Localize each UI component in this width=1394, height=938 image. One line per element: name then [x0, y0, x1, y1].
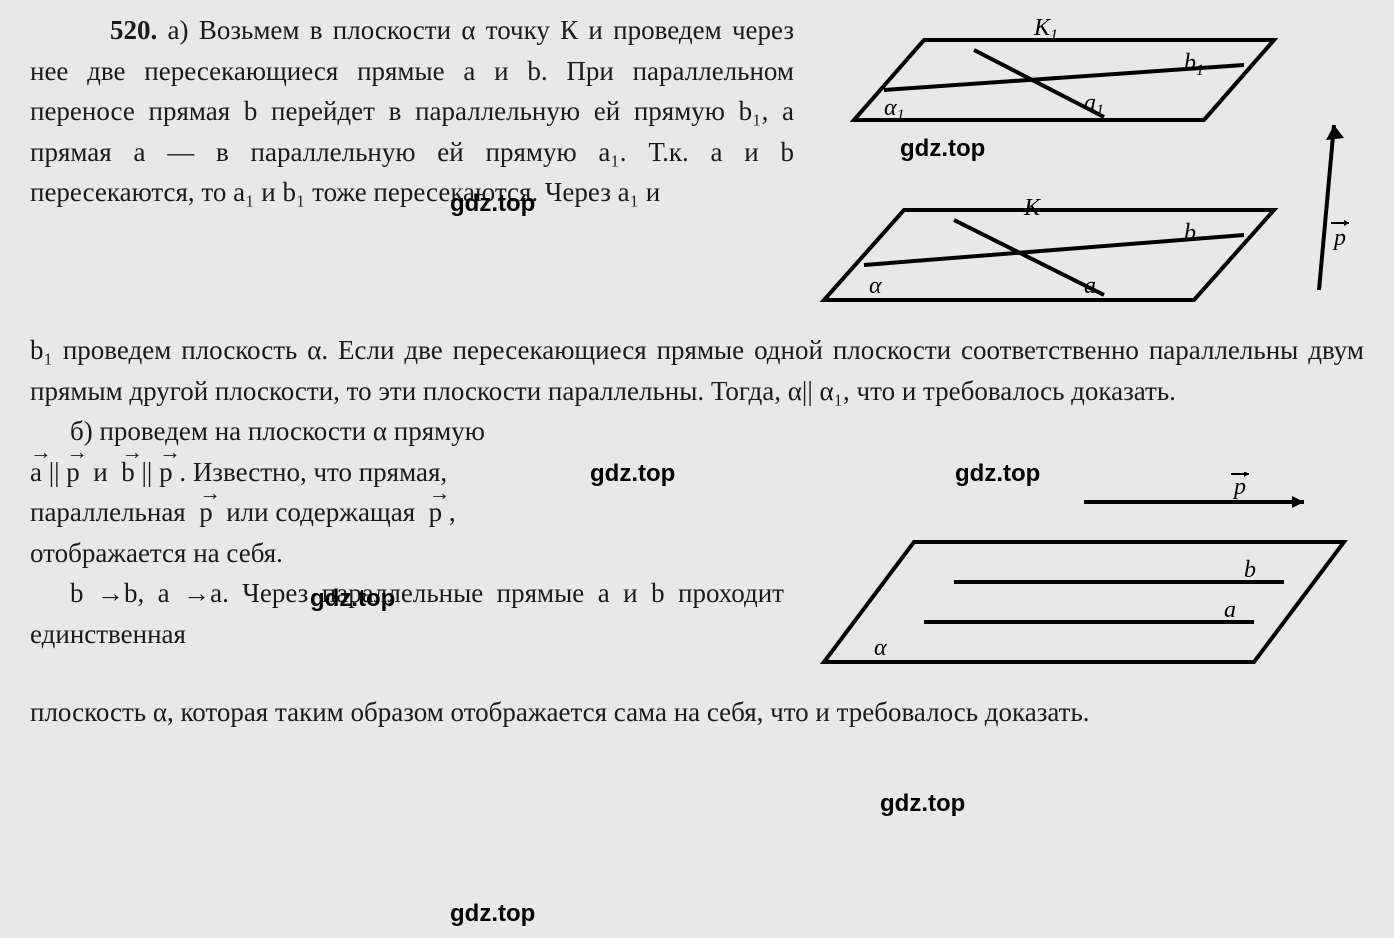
label-alpha: α	[869, 273, 882, 299]
diagram-2-container: p b a α	[804, 452, 1364, 692]
label-alpha1: α1	[884, 95, 905, 124]
text-b-row1: б) проведем на плоскости α прямую	[30, 411, 1364, 452]
vec-p-3: p	[199, 492, 213, 533]
vec-a: a	[30, 452, 42, 493]
text-b-6: b →b, a →a. Через параллельные прямые a …	[30, 573, 784, 654]
d2-label-b: b	[1244, 557, 1256, 583]
text-b-row3: параллельная p или содержащая p ,	[30, 492, 784, 533]
vec-p-2: p	[159, 452, 173, 493]
watermark-5: gdz.top	[310, 585, 395, 613]
d2-label-alpha: α	[874, 635, 887, 661]
text-column-upper: 520. а) Возьмем в плоскости α точку К и …	[30, 10, 794, 213]
label-vector-p: p	[1332, 225, 1346, 251]
watermark-7: gdz.top	[450, 900, 535, 928]
label-k: K	[1023, 195, 1042, 221]
label-b1: b1	[1184, 50, 1204, 79]
watermark-3: gdz.top	[590, 460, 675, 488]
parallel-2: ||	[142, 457, 153, 487]
d2-label-a: a	[1224, 597, 1236, 623]
watermark-6: gdz.top	[880, 790, 965, 818]
diagram-1: K1 b1 a1 α1 K b a α p	[804, 10, 1364, 330]
watermark-2: gdz.top	[450, 190, 535, 218]
label-a: a	[1084, 273, 1096, 299]
vec-p-1: p	[66, 452, 80, 493]
watermark-1: gdz.top	[900, 135, 985, 163]
label-a1: a1	[1084, 90, 1104, 119]
watermark-4: gdz.top	[955, 460, 1040, 488]
text-b-7: плоскость α, которая таким образом отобр…	[30, 692, 1364, 733]
text-b-3: параллельная	[30, 497, 186, 527]
d2-vector-p-arrowhead	[1292, 496, 1304, 508]
label-b: b	[1184, 220, 1196, 246]
vector-p-arrowhead	[1326, 125, 1344, 140]
diagram-2: p b a α	[804, 472, 1364, 692]
text-b-5: отображается на себя.	[30, 533, 784, 574]
text-b-2: Известно, что прямая,	[193, 457, 447, 487]
text-a-part2: b₁ проведем плоскость α. Если две пересе…	[30, 330, 1364, 411]
text-b-1: проведем на плоскости α прямую	[99, 416, 484, 446]
problem-number: 520.	[110, 15, 157, 45]
and-word: и	[93, 457, 107, 487]
plane-alpha1	[854, 40, 1274, 120]
vec-p-4: p	[429, 492, 443, 533]
plane-alpha	[824, 210, 1274, 300]
text-b-4: или содержащая	[226, 497, 415, 527]
text-b-6-content: b →b, a →a. Через параллельные прямые a …	[30, 578, 784, 649]
vec-b: b	[121, 452, 135, 493]
label-k1: K1	[1033, 15, 1058, 44]
d2-label-p: p	[1232, 474, 1246, 500]
vector-p-arrow-over-head	[1344, 220, 1349, 226]
part-a-label: а)	[168, 15, 189, 45]
diagram-column-upper: K1 b1 a1 α1 K b a α p	[804, 10, 1364, 330]
d2-plane-alpha	[824, 542, 1344, 662]
vector-p-line	[1319, 125, 1334, 290]
